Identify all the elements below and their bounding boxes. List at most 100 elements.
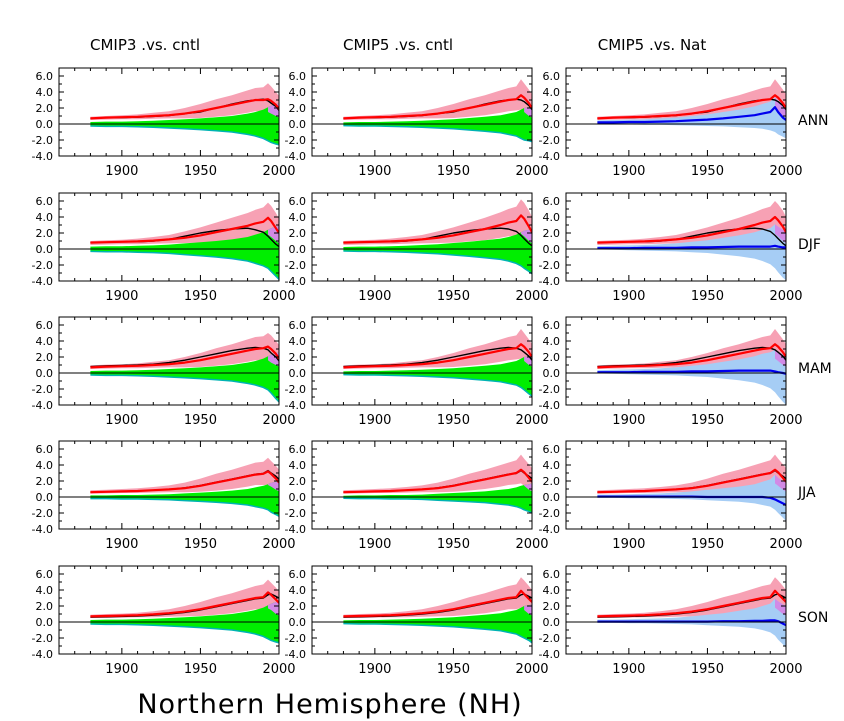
x-tick-label: 1950 bbox=[437, 413, 470, 428]
forced-mean-line bbox=[90, 345, 279, 369]
y-tick-label: 2.0 bbox=[289, 102, 307, 115]
panel-son-cmip5-vs-nat: 6.0 4.0 2.0 0.0 -2.0 -4.0 1900 1950 2000 bbox=[539, 565, 803, 677]
y-tick-label: 6.0 bbox=[543, 568, 561, 581]
row-label-mam: MAM bbox=[798, 361, 832, 377]
control-lower-edge bbox=[343, 124, 532, 143]
y-tick-label: 4.0 bbox=[289, 211, 307, 224]
y-tick-label: 0.0 bbox=[289, 367, 307, 380]
panel-mam-cmip5-vs-nat: 6.0 4.0 2.0 0.0 -2.0 -4.0 1900 1950 2000 bbox=[539, 316, 803, 428]
y-tick-label: 0.0 bbox=[289, 118, 307, 131]
x-axis: 1900 1950 2000 bbox=[581, 441, 803, 552]
y-axis: 6.0 4.0 2.0 0.0 -2.0 -4.0 bbox=[539, 440, 786, 536]
y-tick-label: -2.0 bbox=[285, 632, 306, 645]
y-tick-label: -2.0 bbox=[32, 632, 53, 645]
x-tick-label: 2000 bbox=[515, 537, 548, 552]
control-lower-edge bbox=[90, 497, 279, 517]
forced-spread-band bbox=[90, 457, 279, 494]
y-tick-label: 0.0 bbox=[543, 616, 561, 629]
panel-plot-area bbox=[59, 457, 279, 517]
y-tick-label: 6.0 bbox=[543, 70, 561, 83]
y-tick-label: -4.0 bbox=[285, 399, 306, 412]
panel-mam-cmip5-vs-cntl: 6.0 4.0 2.0 0.0 -2.0 -4.0 1900 1950 2000 bbox=[285, 316, 549, 428]
panel-ann-cmip5-vs-cntl: 6.0 4.0 2.0 0.0 -2.0 -4.0 1900 1950 2000 bbox=[285, 67, 549, 179]
y-tick-label: 2.0 bbox=[289, 600, 307, 613]
y-tick-label: 0.0 bbox=[543, 491, 561, 504]
x-axis: 1900 1950 2000 bbox=[74, 441, 296, 552]
y-tick-label: -4.0 bbox=[285, 648, 306, 661]
y-tick-label: 6.0 bbox=[36, 568, 54, 581]
y-axis: 6.0 4.0 2.0 0.0 -2.0 -4.0 bbox=[539, 192, 786, 288]
x-tick-label: 2000 bbox=[515, 164, 548, 179]
nat-spread-band bbox=[597, 97, 786, 139]
y-axis: 6.0 4.0 2.0 0.0 -2.0 -4.0 bbox=[285, 316, 532, 412]
forced-spread-band bbox=[90, 83, 279, 120]
column-title-cmip3-cntl: CMIP3 .vs. cntl bbox=[90, 36, 200, 54]
y-tick-label: 0.0 bbox=[289, 616, 307, 629]
y-tick-label: 2.0 bbox=[289, 475, 307, 488]
y-tick-label: 6.0 bbox=[543, 319, 561, 332]
control-spread-band bbox=[90, 225, 279, 280]
forced-mean-line bbox=[597, 589, 786, 618]
panel-plot-area bbox=[59, 333, 279, 403]
y-tick-label: 0.0 bbox=[543, 367, 561, 380]
y-tick-label: 4.0 bbox=[289, 459, 307, 472]
y-tick-label: -4.0 bbox=[32, 523, 53, 536]
panel-son-cmip3-vs-cntl: 6.0 4.0 2.0 0.0 -2.0 -4.0 1900 1950 2000 bbox=[32, 565, 296, 677]
nat-spread-band bbox=[597, 598, 786, 648]
y-tick-label: 0.0 bbox=[543, 118, 561, 131]
y-axis: 6.0 4.0 2.0 0.0 -2.0 -4.0 bbox=[32, 192, 279, 288]
x-axis: 1900 1950 2000 bbox=[581, 68, 803, 179]
y-tick-label: 0.0 bbox=[36, 243, 54, 256]
y-tick-label: 2.0 bbox=[543, 600, 561, 613]
y-tick-label: -2.0 bbox=[32, 507, 53, 520]
x-axis: 1900 1950 2000 bbox=[327, 441, 549, 552]
y-axis: 6.0 4.0 2.0 0.0 -2.0 -4.0 bbox=[32, 67, 279, 163]
x-axis: 1900 1950 2000 bbox=[581, 193, 803, 304]
y-tick-label: 0.0 bbox=[36, 491, 54, 504]
x-axis: 1900 1950 2000 bbox=[74, 566, 296, 677]
panel-plot-area bbox=[59, 83, 279, 146]
y-tick-label: 4.0 bbox=[289, 335, 307, 348]
y-axis: 6.0 4.0 2.0 0.0 -2.0 -4.0 bbox=[285, 67, 532, 163]
overlap-band bbox=[775, 598, 786, 616]
forced-spread-band bbox=[597, 577, 786, 618]
nat-mean-line bbox=[597, 369, 786, 375]
control-spread-band bbox=[90, 352, 279, 402]
x-tick-label: 1950 bbox=[437, 662, 470, 677]
row-label-ann: ANN bbox=[798, 113, 829, 129]
forced-spread-band bbox=[343, 199, 532, 245]
y-tick-label: -2.0 bbox=[32, 134, 53, 147]
x-tick-label: 1950 bbox=[691, 537, 724, 552]
y-tick-label: 4.0 bbox=[543, 86, 561, 99]
x-tick-label: 1950 bbox=[184, 289, 217, 304]
x-tick-label: 2000 bbox=[769, 164, 802, 179]
y-tick-label: -2.0 bbox=[285, 383, 306, 396]
panel-plot-area bbox=[312, 454, 532, 514]
y-axis: 6.0 4.0 2.0 0.0 -2.0 -4.0 bbox=[539, 67, 786, 163]
y-tick-label: 6.0 bbox=[36, 195, 54, 208]
y-tick-label: 0.0 bbox=[36, 616, 54, 629]
y-axis: 6.0 4.0 2.0 0.0 -2.0 -4.0 bbox=[32, 316, 279, 412]
panel-djf-cmip3-vs-cntl: 6.0 4.0 2.0 0.0 -2.0 -4.0 1900 1950 2000 bbox=[32, 192, 296, 304]
x-tick-label: 1900 bbox=[358, 413, 391, 428]
y-tick-label: -4.0 bbox=[539, 648, 560, 661]
y-tick-label: 2.0 bbox=[289, 351, 307, 364]
y-tick-label: -4.0 bbox=[32, 275, 53, 288]
x-tick-label: 1900 bbox=[105, 413, 138, 428]
forced-spread-band bbox=[597, 201, 786, 245]
y-tick-label: -4.0 bbox=[32, 399, 53, 412]
y-tick-label: -2.0 bbox=[539, 632, 560, 645]
x-tick-label: 2000 bbox=[515, 413, 548, 428]
row-labels: ANN DJF MAM JJA SON bbox=[797, 113, 832, 626]
forced-mean-line bbox=[90, 591, 279, 618]
control-lower-edge bbox=[90, 125, 279, 146]
x-tick-label: 1950 bbox=[437, 164, 470, 179]
y-tick-label: 6.0 bbox=[36, 443, 54, 456]
y-tick-label: -2.0 bbox=[539, 134, 560, 147]
y-tick-label: -2.0 bbox=[539, 507, 560, 520]
forced-mean-line bbox=[597, 343, 786, 369]
panel-plot-area bbox=[312, 329, 532, 397]
column-title-cmip5-nat: CMIP5 .vs. Nat bbox=[598, 36, 707, 54]
x-tick-label: 2000 bbox=[262, 537, 295, 552]
